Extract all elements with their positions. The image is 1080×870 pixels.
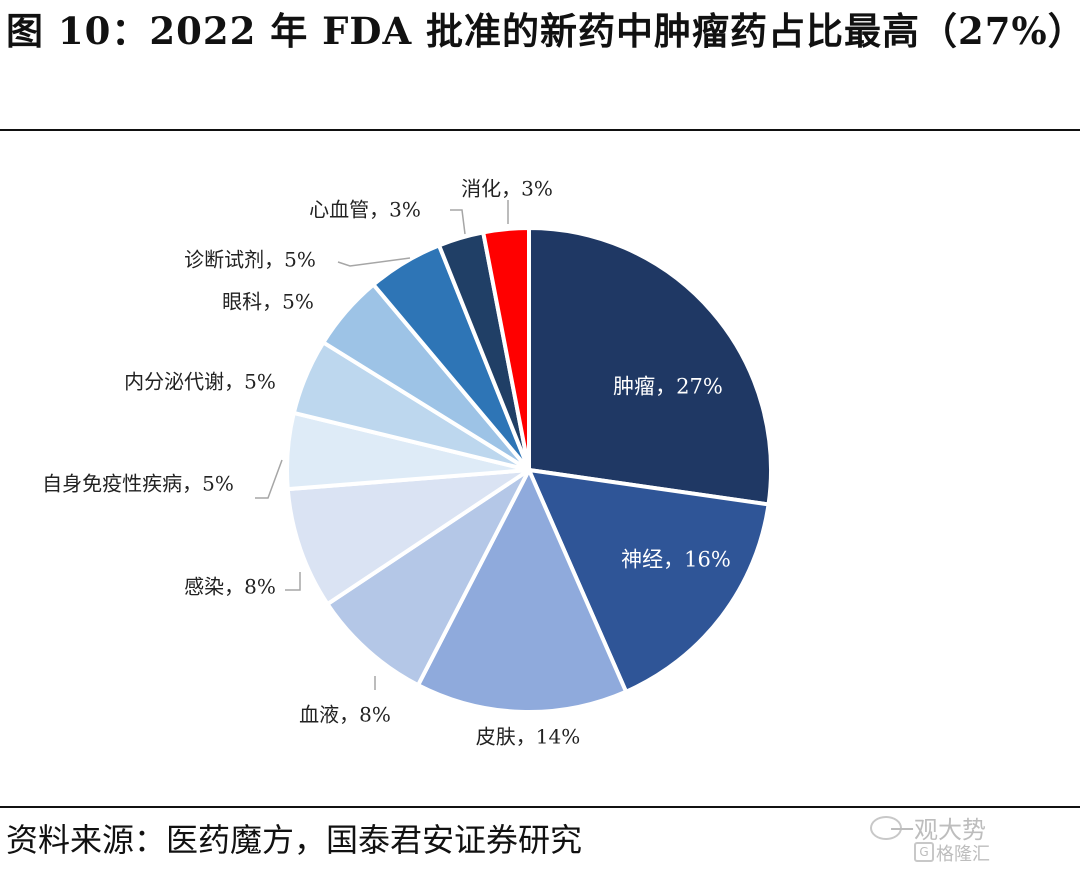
pie-slice-2 (416, 468, 629, 714)
pie-slice-1 (527, 468, 771, 694)
slice-label-4: 感染，8% (184, 575, 276, 599)
pie-slices (285, 226, 773, 714)
leader-line-8 (337, 257, 411, 267)
chart-title: 图 10：2022 年 FDA 批准的新药中肿瘤药占比最高（27%） (6, 9, 1080, 53)
source-note: 资料来源：医药魔方，国泰君安证券研究 (6, 821, 583, 859)
pie-slice-10 (481, 226, 531, 472)
watermark: 一观大势 G 格隆汇 (870, 808, 1070, 868)
slice-label-9: 心血管，3% (309, 198, 421, 222)
leader-line-4 (285, 572, 301, 591)
slice-label-3: 血液，8% (299, 703, 391, 727)
leader-line-5 (255, 459, 283, 499)
slice-label-8: 诊断试剂，5% (184, 248, 316, 272)
watermark-line2: 格隆汇 (936, 844, 990, 865)
top-divider (0, 129, 1080, 131)
slice-label-2: 皮肤，14% (476, 725, 580, 749)
pie-slice-0 (527, 226, 773, 507)
watermark-line1: 一观大势 (890, 816, 986, 844)
pie-slice-4 (285, 468, 531, 607)
slice-label-1: 神经，16% (621, 548, 731, 572)
leader-line-9 (450, 209, 466, 235)
slice-labels: 肿瘤，27% 神经，16% 皮肤，14% 血液，8% 感染，8% 自身免疫性疾病，5% 内分… (42, 177, 731, 749)
slice-label-6: 内分泌代谢，5% (124, 370, 276, 394)
pie-slice-3 (325, 468, 531, 688)
gelonghui-logo-icon: G (914, 842, 934, 862)
bottom-divider (0, 806, 1080, 808)
pie-chart: 肿瘤，27% 神经，16% 皮肤，14% 血液，8% 感染，8% 自身免疫性疾病，5% 内分… (42, 177, 773, 749)
slice-label-5: 自身免疫性疾病，5% (42, 472, 234, 496)
wechat-icon (870, 816, 902, 840)
slice-label-7: 眼科，5% (222, 290, 314, 314)
slice-label-0: 肿瘤，27% (613, 375, 723, 399)
slice-label-10: 消化，3% (461, 177, 553, 201)
